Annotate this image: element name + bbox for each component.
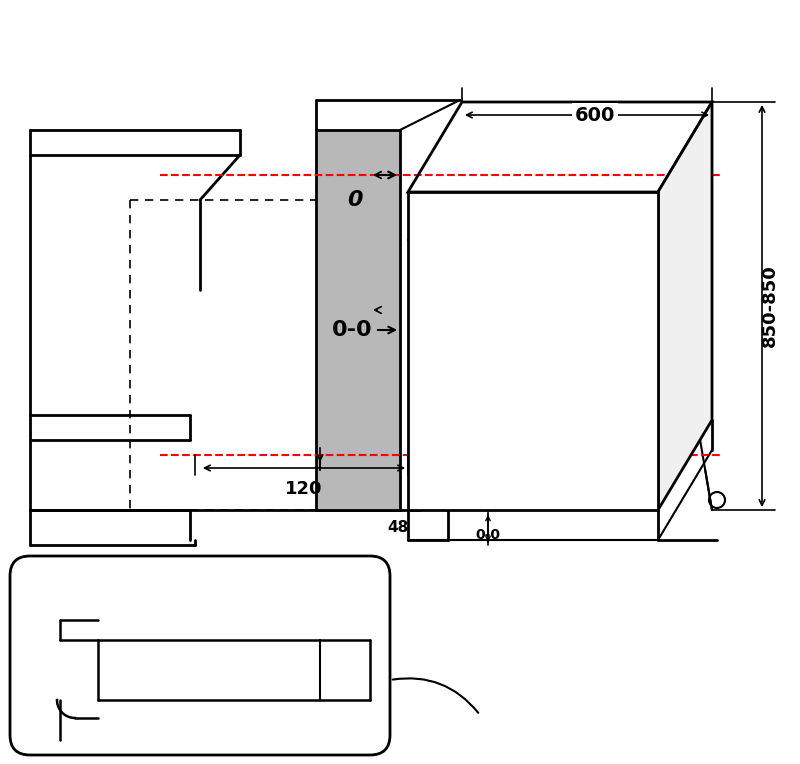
Text: 120: 120 <box>286 480 322 498</box>
FancyBboxPatch shape <box>10 556 390 755</box>
Text: 850-850: 850-850 <box>761 264 779 348</box>
Text: 0-0: 0-0 <box>475 528 501 542</box>
Text: 0-0: 0-0 <box>332 320 372 340</box>
Text: 48: 48 <box>387 520 409 536</box>
Polygon shape <box>408 192 658 510</box>
Polygon shape <box>316 130 400 510</box>
Text: 572.5: 572.5 <box>201 598 267 618</box>
Text: 600: 600 <box>575 105 615 125</box>
Text: 0: 0 <box>347 190 362 210</box>
Polygon shape <box>658 102 712 510</box>
